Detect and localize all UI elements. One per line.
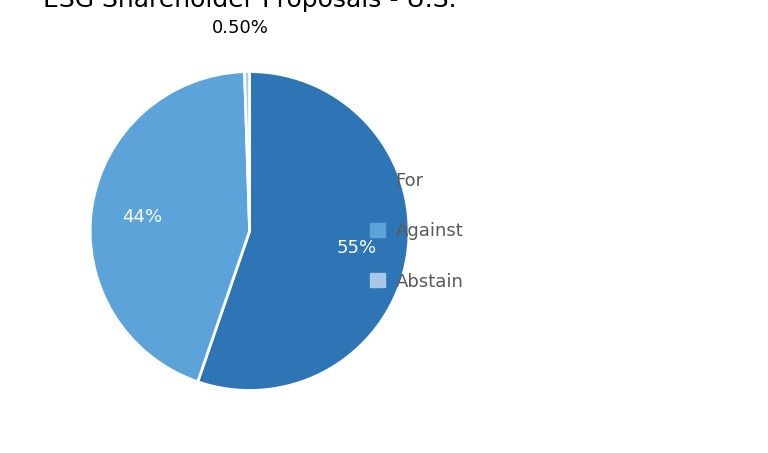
Wedge shape [244,72,250,231]
Legend: For, Against, Abstain: For, Against, Abstain [370,172,463,290]
Title: ESG Shareholder Proposals - U.S.: ESG Shareholder Proposals - U.S. [43,0,456,12]
Wedge shape [90,72,250,382]
Text: 44%: 44% [122,208,162,226]
Wedge shape [197,72,409,390]
Text: 55%: 55% [336,239,377,257]
Text: 0.50%: 0.50% [212,19,269,37]
